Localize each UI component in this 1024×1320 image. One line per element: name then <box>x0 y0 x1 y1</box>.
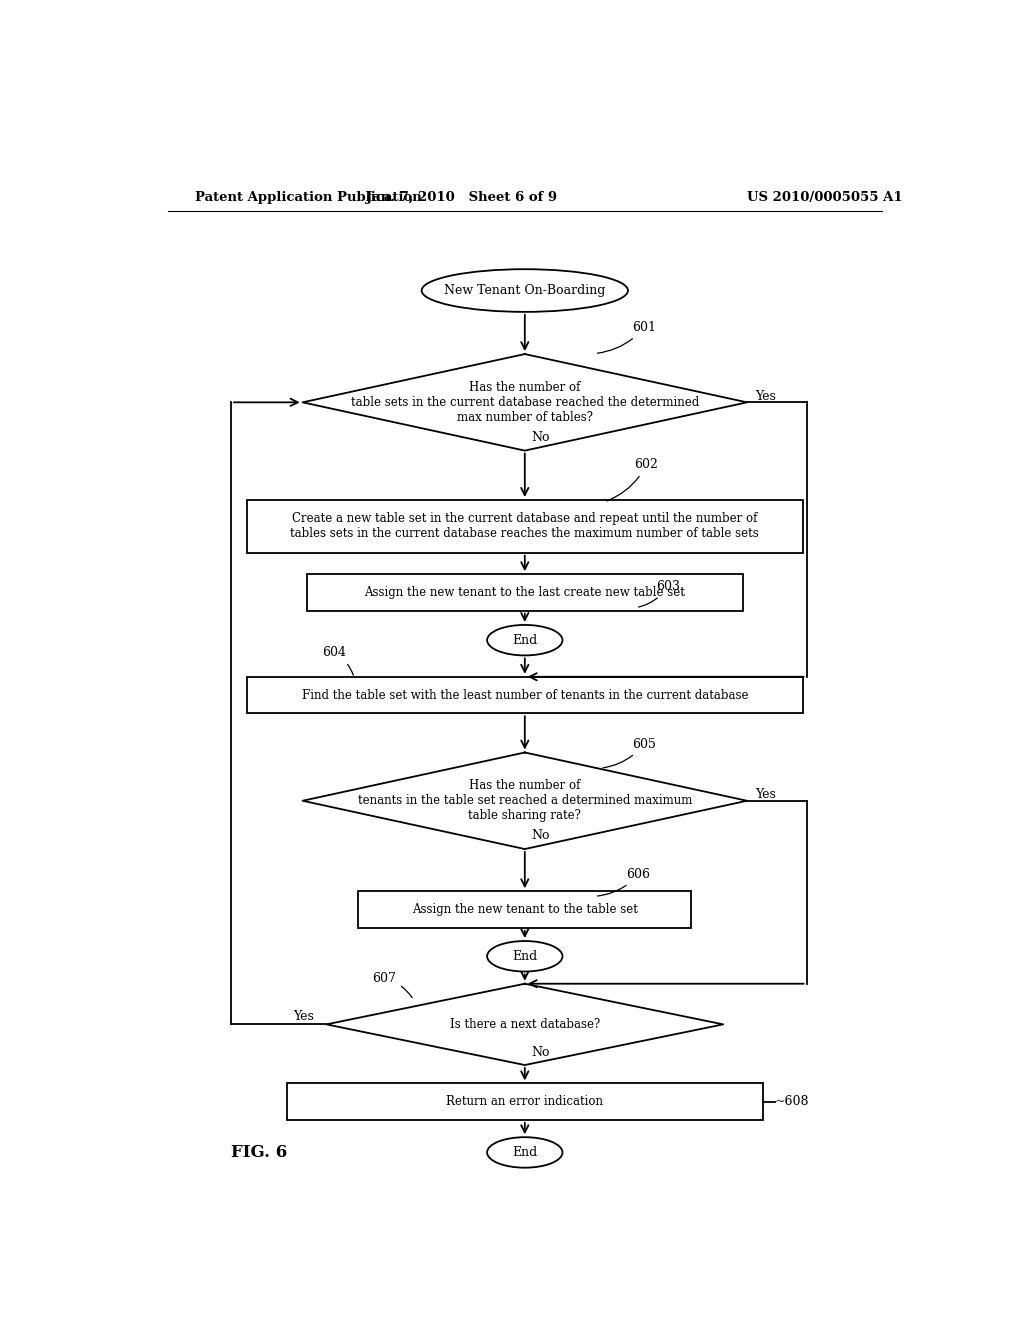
Text: Has the number of
table sets in the current database reached the determined
max : Has the number of table sets in the curr… <box>350 381 699 424</box>
Text: 607: 607 <box>373 972 413 998</box>
Text: No: No <box>531 430 550 444</box>
Text: 606: 606 <box>597 869 650 896</box>
Bar <box>306 574 743 611</box>
Text: End: End <box>512 1146 538 1159</box>
Text: Is there a next database?: Is there a next database? <box>450 1018 600 1031</box>
Bar <box>358 891 691 928</box>
Bar <box>287 1084 763 1119</box>
Bar <box>247 500 803 553</box>
Text: FIG. 6: FIG. 6 <box>230 1144 287 1160</box>
Bar <box>247 677 803 713</box>
Text: New Tenant On-Boarding: New Tenant On-Boarding <box>444 284 605 297</box>
Text: Patent Application Publication: Patent Application Publication <box>196 190 422 203</box>
Text: End: End <box>512 634 538 647</box>
Text: 603: 603 <box>639 581 680 607</box>
Text: Yes: Yes <box>755 788 776 801</box>
Text: Has the number of
tenants in the table set reached a determined maximum
table sh: Has the number of tenants in the table s… <box>357 779 692 822</box>
Text: Find the table set with the least number of tenants in the current database: Find the table set with the least number… <box>301 689 749 701</box>
Text: Return an error indication: Return an error indication <box>446 1096 603 1107</box>
Text: ~608: ~608 <box>775 1096 809 1107</box>
Text: 601: 601 <box>597 321 656 354</box>
Text: Yes: Yes <box>755 389 776 403</box>
Text: No: No <box>531 1047 550 1060</box>
Text: US 2010/0005055 A1: US 2010/0005055 A1 <box>748 190 902 203</box>
Text: Assign the new tenant to the table set: Assign the new tenant to the table set <box>412 903 638 916</box>
Text: Jan. 7, 2010   Sheet 6 of 9: Jan. 7, 2010 Sheet 6 of 9 <box>366 190 557 203</box>
Text: End: End <box>512 950 538 962</box>
Text: Assign the new tenant to the last create new table set: Assign the new tenant to the last create… <box>365 586 685 599</box>
Text: Yes: Yes <box>294 1010 314 1023</box>
Text: Create a new table set in the current database and repeat until the number of
ta: Create a new table set in the current da… <box>291 512 759 540</box>
Text: 602: 602 <box>607 458 658 502</box>
Text: 605: 605 <box>603 738 655 768</box>
Text: 604: 604 <box>323 647 353 675</box>
Text: No: No <box>531 829 550 842</box>
